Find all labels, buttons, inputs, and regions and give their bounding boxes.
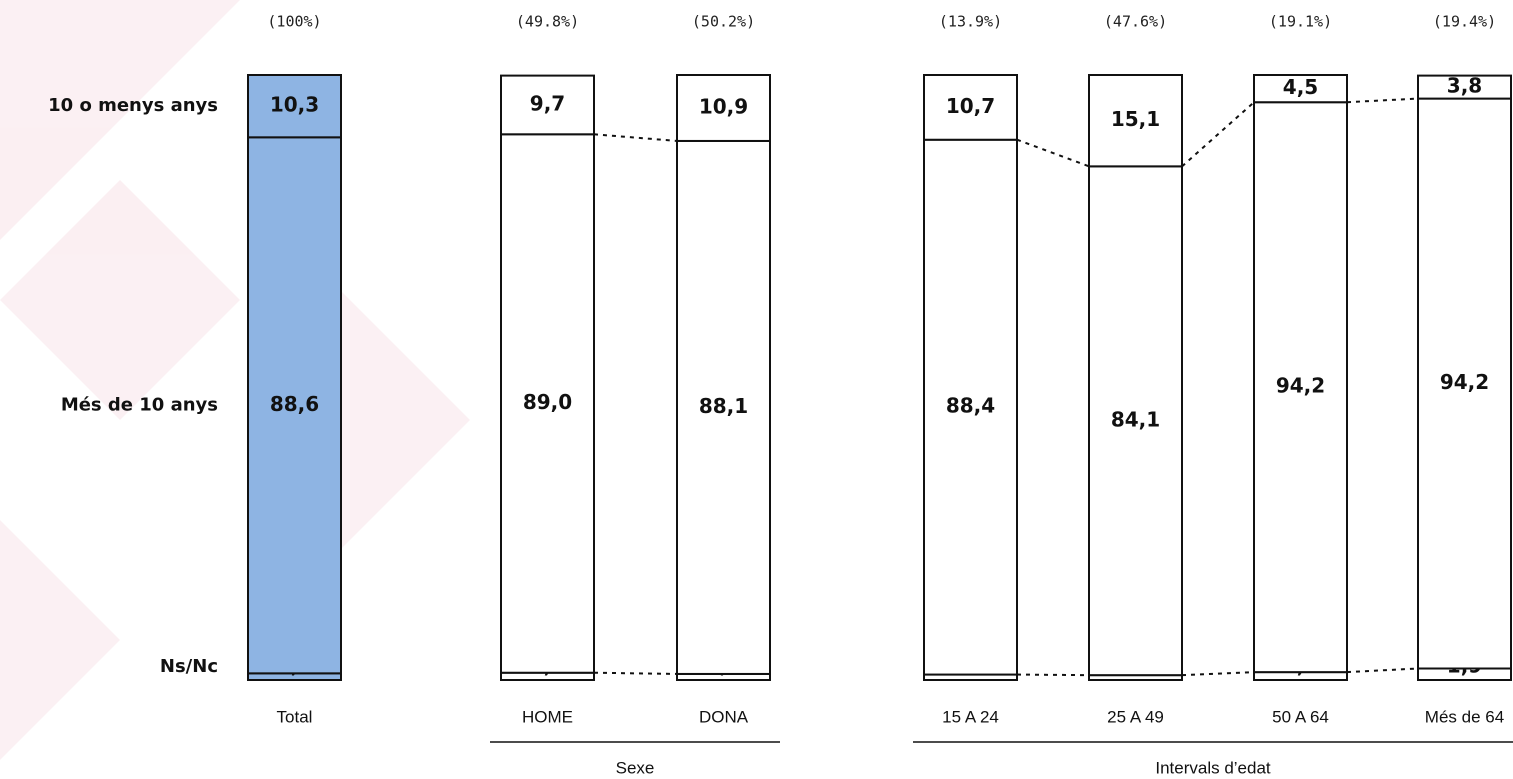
value-label: 4,5 xyxy=(1283,75,1318,99)
connector xyxy=(1016,138,1090,168)
connector xyxy=(593,671,678,675)
value-label: 3,8 xyxy=(1447,74,1482,98)
watermark xyxy=(0,0,470,760)
value-label: 10,7 xyxy=(946,94,995,118)
category-note: (13.9%) xyxy=(939,13,1002,31)
value-label: 84,1 xyxy=(1111,407,1160,431)
category-note: (49.8%) xyxy=(516,13,579,31)
bar-segment xyxy=(923,74,1018,141)
connector xyxy=(593,133,678,142)
bar-segment xyxy=(500,74,595,136)
connector xyxy=(1016,673,1090,677)
x-tick-label: DONA xyxy=(699,707,749,726)
series-label: 10 o menys anys xyxy=(48,95,218,116)
x-tick-label: HOME xyxy=(522,707,573,726)
group-label: Sexe xyxy=(616,758,655,777)
x-tick-label: Més de 64 xyxy=(1425,707,1504,726)
connector xyxy=(1181,671,1255,677)
value-label: 89,0 xyxy=(523,390,572,414)
value-label: 9,7 xyxy=(530,91,565,115)
connector xyxy=(1346,667,1419,674)
x-tick-label: 15 A 24 xyxy=(942,707,999,726)
series-label: Ns/Nc xyxy=(160,656,218,677)
connector xyxy=(1181,101,1255,168)
value-label: 88,6 xyxy=(270,392,319,416)
value-label: 94,2 xyxy=(1276,374,1325,398)
bar-segment xyxy=(1417,74,1512,100)
connector xyxy=(1346,97,1419,104)
value-label: 10,9 xyxy=(699,94,748,118)
value-label: 94,2 xyxy=(1440,370,1489,394)
category-note: (50.2%) xyxy=(692,13,755,31)
x-tick-label: Total xyxy=(277,707,313,726)
bar-segment xyxy=(923,138,1018,676)
category-note: (47.6%) xyxy=(1104,13,1167,31)
category-note: (100%) xyxy=(267,13,321,31)
value-label: 88,4 xyxy=(946,394,995,418)
value-label: 88,1 xyxy=(699,394,748,418)
value-label: 10,3 xyxy=(270,93,319,117)
bar-segment xyxy=(1253,74,1348,104)
bar-segment xyxy=(247,74,342,139)
category-note: (19.4%) xyxy=(1433,13,1496,31)
value-label: 15,1 xyxy=(1111,107,1160,131)
group-label: Intervals d’edat xyxy=(1155,758,1271,777)
x-tick-label: 50 A 64 xyxy=(1272,707,1329,726)
bar-segment xyxy=(676,74,771,142)
x-tick-label: 25 A 49 xyxy=(1107,707,1164,726)
bar-segment xyxy=(1253,101,1348,674)
series-label: Més de 10 anys xyxy=(61,394,218,415)
category-note: (19.1%) xyxy=(1269,13,1332,31)
bar-segment xyxy=(1088,165,1183,677)
bar-segment xyxy=(500,133,595,674)
bar-segment xyxy=(676,139,771,675)
bar-segment xyxy=(1088,74,1183,168)
